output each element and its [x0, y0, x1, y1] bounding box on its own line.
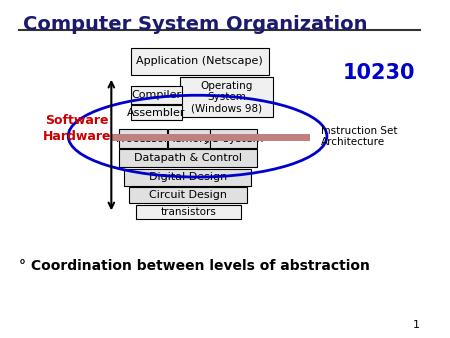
Text: Operating
System
(Windows 98): Operating System (Windows 98) [191, 81, 262, 114]
FancyBboxPatch shape [119, 149, 256, 167]
FancyBboxPatch shape [111, 134, 310, 141]
Text: Memory: Memory [166, 134, 212, 144]
FancyBboxPatch shape [180, 77, 273, 117]
FancyBboxPatch shape [136, 204, 241, 219]
FancyBboxPatch shape [131, 48, 269, 75]
Text: Compiler: Compiler [131, 90, 181, 100]
Text: 10230: 10230 [342, 64, 415, 83]
Text: Assembler: Assembler [127, 108, 185, 118]
FancyBboxPatch shape [124, 169, 251, 186]
Text: 1: 1 [413, 320, 419, 330]
FancyBboxPatch shape [131, 86, 182, 104]
FancyBboxPatch shape [131, 105, 182, 120]
Text: Digital Design: Digital Design [148, 172, 227, 183]
Text: Circuit Design: Circuit Design [149, 190, 227, 200]
FancyBboxPatch shape [119, 129, 167, 148]
Text: Datapath & Control: Datapath & Control [134, 153, 242, 163]
Text: I/O system: I/O system [203, 134, 263, 144]
Text: transistors: transistors [160, 207, 216, 217]
FancyBboxPatch shape [168, 129, 210, 148]
Text: Processor: Processor [116, 134, 170, 144]
Text: Computer System Organization: Computer System Organization [23, 15, 368, 34]
FancyBboxPatch shape [130, 187, 247, 203]
Text: Instruction Set
Architecture: Instruction Set Architecture [321, 126, 398, 147]
Text: ° Coordination between levels of abstraction: ° Coordination between levels of abstrac… [18, 259, 369, 273]
FancyBboxPatch shape [210, 129, 256, 148]
Text: Application (Netscape): Application (Netscape) [136, 56, 263, 66]
Text: Software: Software [45, 114, 108, 127]
Text: Hardware: Hardware [43, 130, 111, 143]
